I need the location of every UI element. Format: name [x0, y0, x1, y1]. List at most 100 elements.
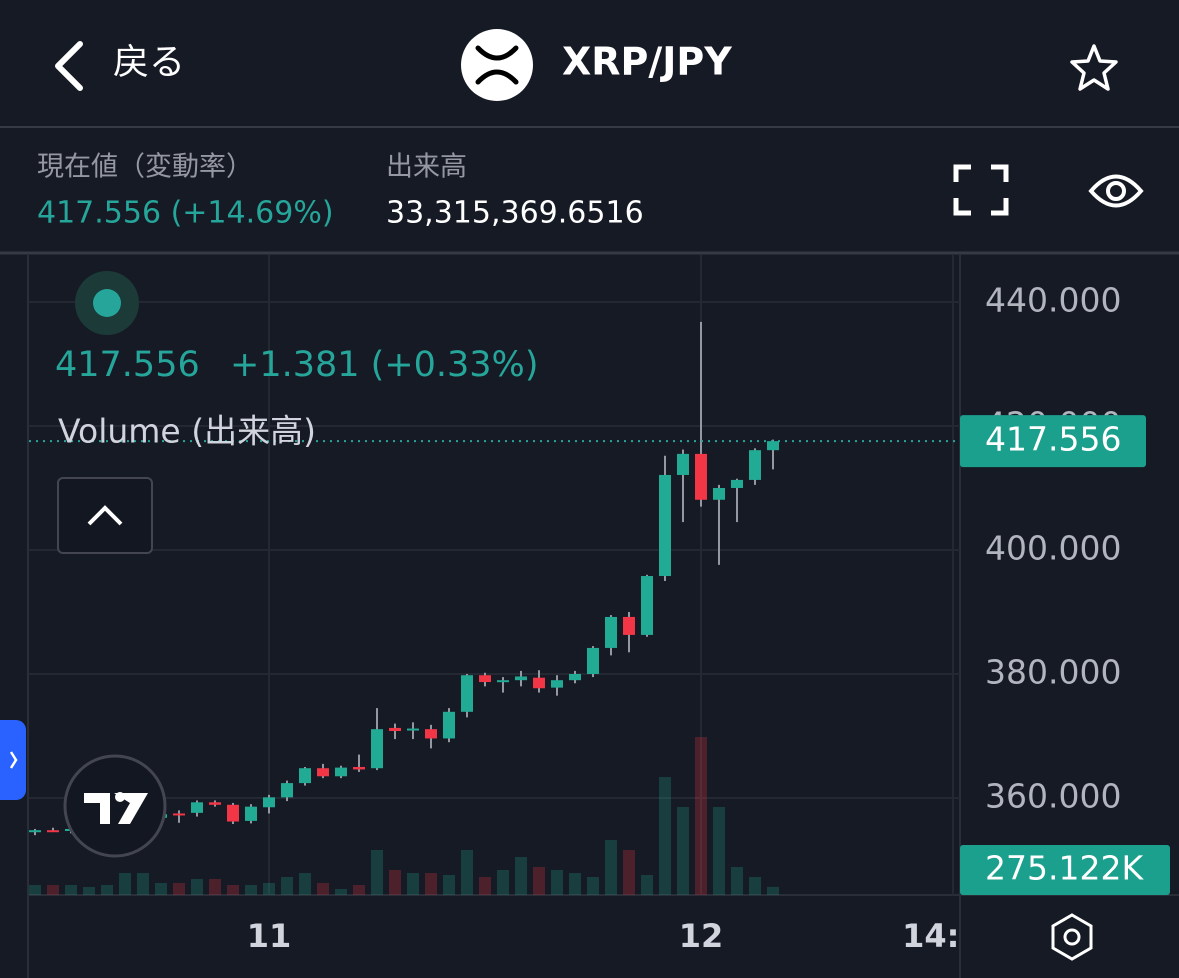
volume-bar	[155, 883, 167, 895]
volume-bar	[443, 875, 455, 895]
volume-bar	[497, 870, 509, 895]
y-tick-label: 360.000	[985, 776, 1121, 815]
volume-bar	[389, 870, 401, 895]
volume-bar	[299, 873, 311, 895]
candle-body	[623, 616, 635, 635]
status-dot	[93, 289, 121, 317]
legend-change: +1.381 (+0.33%)	[230, 345, 538, 385]
candle-body	[317, 768, 329, 777]
candle-body	[371, 729, 383, 769]
volume-bar	[569, 873, 581, 895]
volume-value: 33,315,369.6516	[386, 196, 644, 231]
candle-body	[695, 453, 707, 500]
candle-body	[191, 802, 203, 813]
volume-badge-label: 275.122K	[985, 849, 1144, 888]
volume-bar	[119, 873, 131, 895]
back-icon[interactable]	[55, 41, 83, 91]
volume-bar	[227, 885, 239, 895]
candle-body	[173, 813, 185, 816]
legend-price: 417.556	[55, 345, 200, 385]
eye-icon[interactable]	[1088, 174, 1144, 208]
pair-title: XRP/JPY	[562, 40, 732, 84]
volume-bar	[353, 885, 365, 895]
volume-bar	[623, 850, 635, 895]
side-tab-icon	[9, 751, 18, 769]
coin-logo	[461, 29, 533, 101]
settings-icon	[1063, 928, 1081, 946]
price-value: 417.556 (+14.69%)	[37, 196, 334, 231]
candle-body	[245, 806, 257, 821]
candle-body	[407, 728, 419, 731]
volume-bar	[479, 877, 491, 895]
volume-bar	[695, 737, 707, 895]
candle-body	[497, 680, 509, 683]
price-label: 現在値（変動率）	[37, 152, 253, 183]
favorite-icon[interactable]	[1070, 44, 1118, 91]
candle-body	[749, 450, 761, 480]
candle-body	[263, 797, 275, 808]
volume-bar	[677, 807, 689, 895]
volume-bar	[425, 873, 437, 895]
volume-badge	[960, 845, 1170, 895]
volume-bar	[767, 886, 779, 895]
candle-body	[227, 804, 239, 822]
volume-bar	[83, 887, 95, 895]
coin-logo-mark	[475, 45, 519, 85]
volume-bar	[137, 873, 149, 895]
candle-body	[461, 675, 473, 712]
volume-bar	[173, 883, 185, 895]
volume-bar	[317, 883, 329, 895]
candle-body	[479, 675, 491, 683]
volume-bar	[749, 877, 761, 895]
y-tick-label: 440.000	[985, 280, 1121, 319]
back-label[interactable]: 戻る	[113, 42, 185, 83]
candle-body	[587, 647, 599, 674]
candle-body	[713, 487, 725, 500]
collapse-button[interactable]	[57, 477, 153, 554]
tv-logo-mark	[115, 792, 125, 802]
volume-bar	[515, 857, 527, 895]
candle-body	[767, 441, 779, 451]
volume-title: Volume (出来高)	[58, 412, 316, 451]
volume-bar	[371, 850, 383, 895]
volume-bar	[29, 885, 41, 895]
volume-label: 出来高	[386, 152, 467, 183]
candle-body	[605, 616, 617, 648]
candle-body	[299, 768, 311, 784]
fullscreen-icon[interactable]	[953, 164, 1009, 216]
candle-body	[29, 830, 41, 833]
candle-body	[425, 729, 437, 739]
candle-body	[209, 802, 221, 805]
x-tick-label: 11	[247, 917, 292, 955]
y-tick-label: 380.000	[985, 652, 1121, 691]
tv-logo[interactable]	[63, 754, 167, 858]
candle-body	[389, 727, 401, 732]
volume-bar	[407, 873, 419, 895]
side-tab[interactable]	[0, 720, 26, 800]
volume-bar	[335, 889, 347, 895]
volume-bar	[101, 885, 113, 895]
collapse-icon	[87, 505, 123, 526]
candle-body	[659, 474, 671, 577]
candle-body	[551, 680, 563, 688]
volume-bar	[281, 877, 293, 895]
candle-body	[443, 711, 455, 739]
volume-bar	[47, 885, 59, 895]
candle-body	[731, 479, 743, 488]
candle-body	[515, 676, 527, 681]
y-tick-label: 400.000	[985, 528, 1121, 567]
volume-bar	[587, 877, 599, 895]
volume-bar	[461, 850, 473, 895]
volume-bar	[605, 840, 617, 895]
candle-body	[47, 830, 59, 833]
volume-bar	[245, 885, 257, 895]
volume-bar	[263, 883, 275, 895]
volume-bar	[641, 875, 653, 895]
candle-body	[533, 677, 545, 689]
settings-icon[interactable]	[1051, 913, 1093, 961]
candle-body	[677, 453, 689, 475]
price-badge	[960, 415, 1146, 468]
candle-body	[569, 673, 581, 681]
